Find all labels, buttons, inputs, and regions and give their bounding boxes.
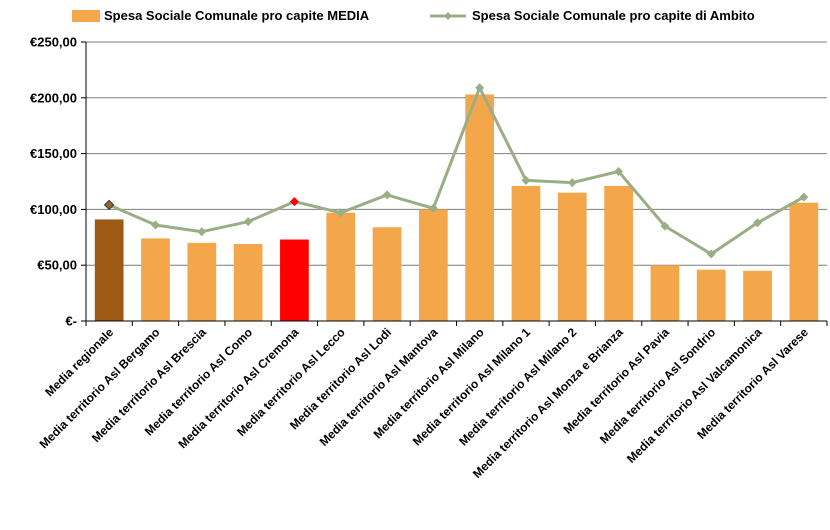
y-tick-label: €200,00 [30,90,77,105]
legend: Spesa Sociale Comunale pro capite MEDIA … [72,8,755,23]
bar-series [94,94,819,322]
bar [94,219,124,321]
bar [141,238,170,321]
y-axis-tick-labels: €- €50,00 €100,00 €150,00 €200,00 €250,00 [30,35,86,329]
bar [326,212,356,321]
line-point [428,203,438,213]
line-point [521,175,531,185]
bar [650,265,680,321]
bar [557,192,587,321]
line-point [289,197,299,207]
legend-bar-label: Spesa Sociale Comunale pro capite MEDIA [104,8,370,23]
legend-line-label: Spesa Sociale Comunale pro capite di Amb… [472,8,755,23]
line-point [336,208,346,218]
line-point [475,83,485,93]
bar [743,270,772,321]
bar [789,202,819,321]
bar [233,243,263,321]
y-tick-label: €150,00 [30,146,77,161]
y-tick-label: €- [65,314,77,329]
bar [604,185,633,321]
line-series [103,83,809,259]
axes [85,42,828,326]
bar [511,185,541,321]
line-point [150,220,160,230]
bar [465,94,495,322]
line-point [243,217,253,227]
line-point [197,227,207,237]
line-point [706,249,716,259]
bar [418,209,448,321]
bar [372,227,402,321]
line-point [614,166,624,176]
y-tick-label: €250,00 [30,35,77,50]
y-tick-label: €50,00 [37,258,77,273]
line-point [799,192,809,202]
line-point [660,221,670,231]
line-point [753,218,763,228]
legend-line-marker [444,12,452,20]
line-point [382,190,392,200]
legend-bar-swatch [72,10,100,22]
series-line [108,86,805,256]
bar [696,269,726,321]
bar [187,242,217,321]
line-point [567,178,577,188]
y-tick-label: €100,00 [30,202,77,217]
line-point [103,199,115,211]
bar [280,239,309,321]
